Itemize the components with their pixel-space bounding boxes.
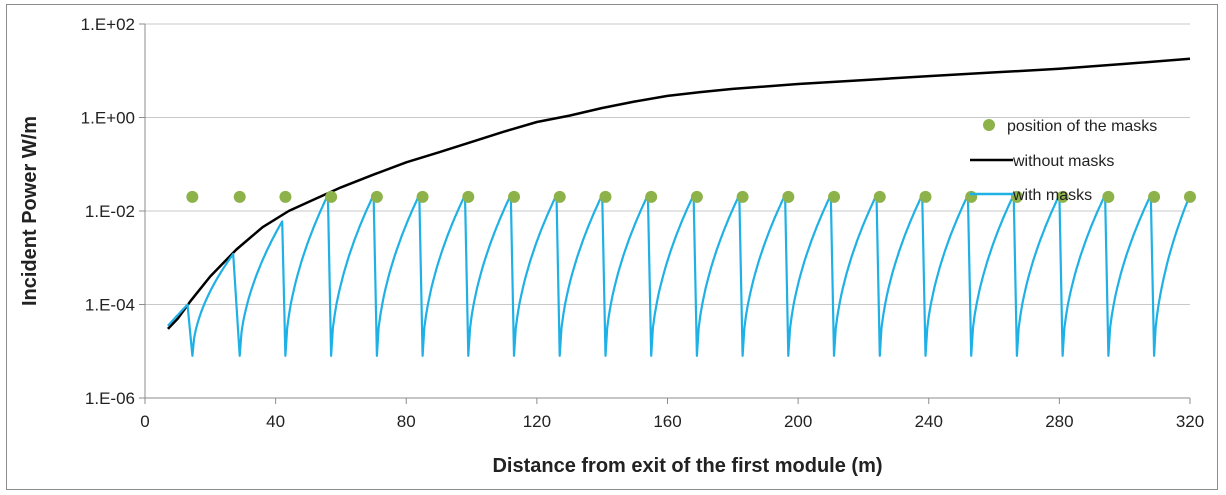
y-tick-label: 1.E-02 [85,202,135,221]
mask-position-marker [1102,190,1115,203]
mask-position-marker [462,190,475,203]
x-tick-label: 200 [784,412,812,431]
legend-label-with-masks: with masks [1012,187,1092,204]
mask-position-marker [508,190,521,203]
mask-position-marker [416,190,429,203]
mask-position-marker [965,190,978,203]
legend-label-masks: position of the masks [1007,118,1157,135]
mask-position-marker [690,190,703,203]
mask-position-marker [279,190,292,203]
chart-frame [6,4,1218,490]
legend-marker-masks [983,119,995,131]
mask-position-marker [645,190,658,203]
mask-position-marker [186,190,199,203]
series-with-masks-line [167,193,1192,357]
mask-position-marker [736,190,749,203]
x-tick-label: 80 [397,412,416,431]
y-tick-label: 1.E+02 [81,15,135,34]
mask-position-marker [873,190,886,203]
mask-position-marker [599,190,612,203]
axes-layer: 1.E-06 1.E-04 1.E-02 1.E+00 1.E+02 0 40 80 120 16… [19,15,1204,477]
x-tick-label: 0 [140,412,149,431]
series-layer [166,57,1196,357]
x-tick-label: 280 [1045,412,1073,431]
mask-position-marker [1056,190,1069,203]
legend: position of the masks without masks with … [970,118,1157,204]
x-tick-label: 160 [653,412,681,431]
x-tick-label: 40 [266,412,285,431]
y-tick-label: 1.E+00 [81,109,135,128]
x-tick-label: 320 [1176,412,1204,431]
x-tick-label: 240 [915,412,943,431]
mask-position-marker [919,190,932,203]
y-tick-label: 1.E-04 [85,296,135,315]
mask-position-marker [828,190,841,203]
mask-position-marker [782,190,795,203]
mask-position-marker [1184,190,1196,203]
y-tick-label: 1.E-06 [85,389,135,408]
legend-label-without-masks: without masks [1012,153,1114,170]
mask-position-marker [370,190,383,203]
mask-position-marker [325,190,338,203]
mask-position-marker [553,190,566,203]
x-axis-title: Distance from exit of the first module (… [492,455,882,477]
x-tick-label: 120 [523,412,551,431]
y-axis-title: Incident Power W/m [19,116,41,306]
mask-position-marker [233,190,246,203]
mask-position-marker [1148,190,1161,203]
series-without-masks-line [166,57,1191,330]
mask-position-marker [1010,190,1023,203]
